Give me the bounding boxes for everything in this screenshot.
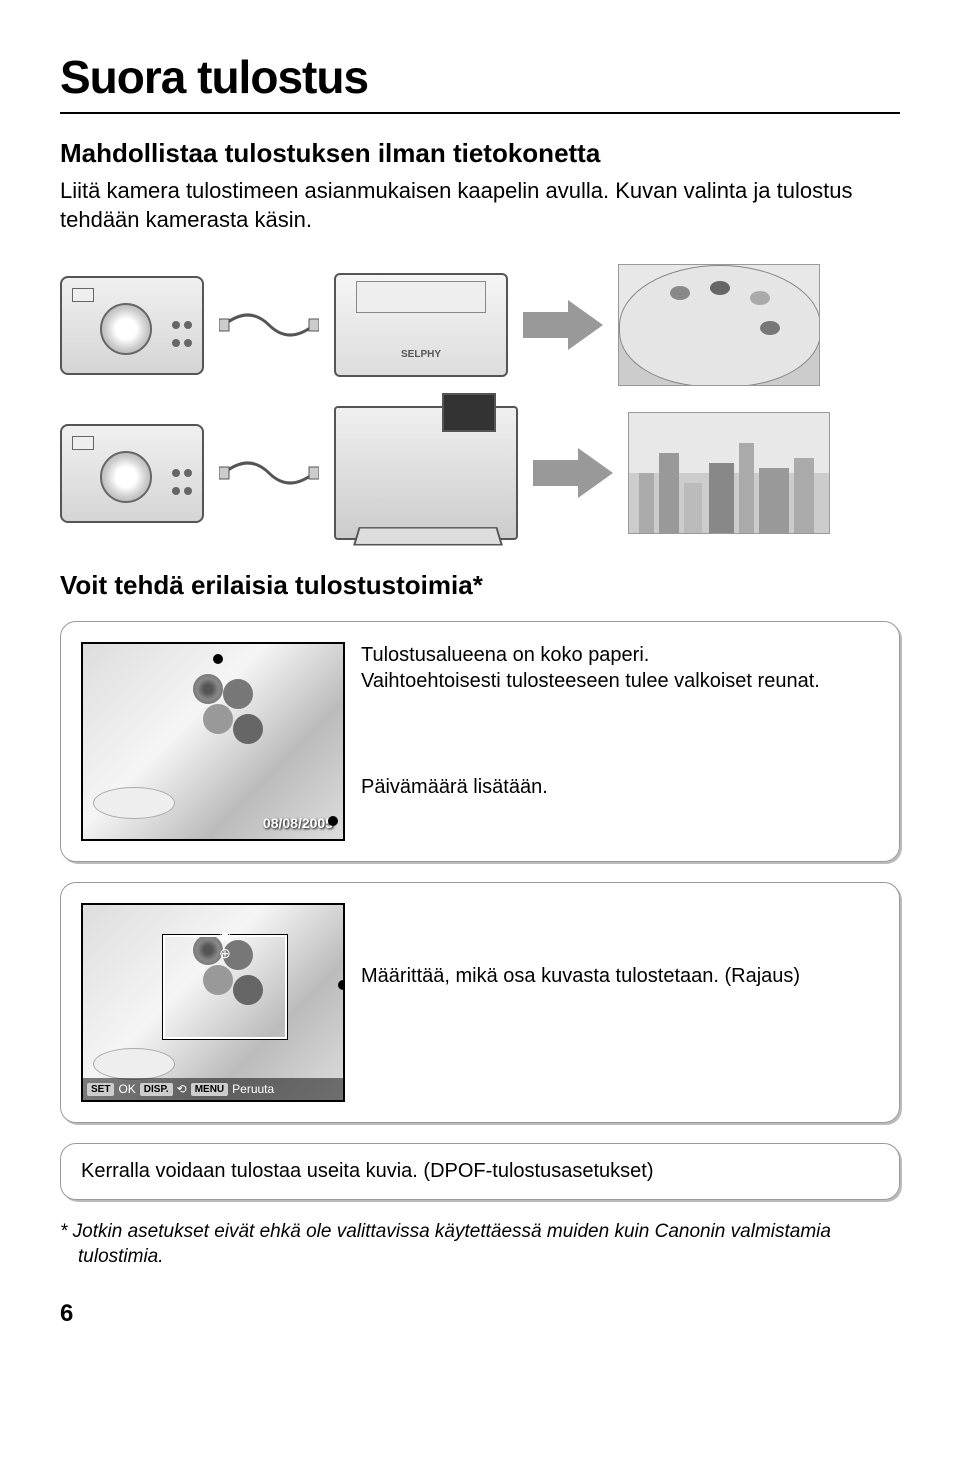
sample-photo-2: ▣ ⊕ SET OK DISP. ⟲ MENU Peruuta bbox=[81, 903, 345, 1102]
illustration-block: SELPHY bbox=[60, 264, 900, 540]
cityscape-output-icon bbox=[628, 412, 830, 534]
usb-cable-icon bbox=[219, 443, 319, 503]
page-number: 6 bbox=[60, 1300, 900, 1328]
photo-menu-bar: SET OK DISP. ⟲ MENU Peruuta bbox=[83, 1078, 343, 1100]
disp-button-label: DISP. bbox=[140, 1083, 173, 1096]
arrow-icon bbox=[523, 300, 603, 350]
section-heading: Voit tehdä erilaisia tulostustoimia* bbox=[60, 570, 900, 601]
feature-box-dpof: Kerralla voidaan tulostaa useita kuvia. … bbox=[60, 1143, 900, 1200]
camera-icon bbox=[60, 424, 204, 523]
intro-text: Liitä kamera tulostimeen asianmukaisen k… bbox=[60, 177, 900, 234]
footnote: * Jotkin asetukset eivät ehkä ole valitt… bbox=[60, 1220, 900, 1269]
inkjet-printer-icon bbox=[334, 406, 518, 540]
feature-print-area-desc: Tulostusalueena on koko paperi. Vaihtoeh… bbox=[361, 642, 879, 694]
illustration-row-1: SELPHY bbox=[60, 264, 900, 386]
photo-date-overlay: 08/08/2005 bbox=[263, 815, 333, 831]
menu-button-label: MENU bbox=[191, 1083, 228, 1096]
illustration-row-2 bbox=[60, 406, 900, 540]
printer-label: SELPHY bbox=[401, 349, 441, 360]
crop-frame-icon: ▣ ⊕ bbox=[163, 935, 287, 1039]
title-underline bbox=[60, 112, 900, 114]
feature-date-desc: Päivämäärä lisätään. bbox=[361, 774, 879, 800]
usb-cable-icon bbox=[219, 295, 319, 355]
sample-photo-1: 08/08/2005 bbox=[81, 642, 345, 841]
arrow-icon bbox=[533, 448, 613, 498]
compact-printer-icon: SELPHY bbox=[334, 273, 508, 377]
subtitle: Mahdollistaa tulostuksen ilman tietokone… bbox=[60, 138, 900, 169]
set-button-label: SET bbox=[87, 1083, 114, 1096]
camera-icon bbox=[60, 276, 204, 375]
page-title: Suora tulostus bbox=[60, 50, 900, 104]
feature-box-print-area: 08/08/2005 Tulostusalueena on koko paper… bbox=[60, 621, 900, 862]
feature-box-crop: ▣ ⊕ SET OK DISP. ⟲ MENU Peruuta Määrittä bbox=[60, 882, 900, 1123]
feature-crop-desc: Määrittää, mikä osa kuvasta tulostetaan.… bbox=[361, 963, 879, 989]
palette-output-icon bbox=[618, 264, 820, 386]
feature-dpof-text: Kerralla voidaan tulostaa useita kuvia. … bbox=[81, 1160, 654, 1182]
